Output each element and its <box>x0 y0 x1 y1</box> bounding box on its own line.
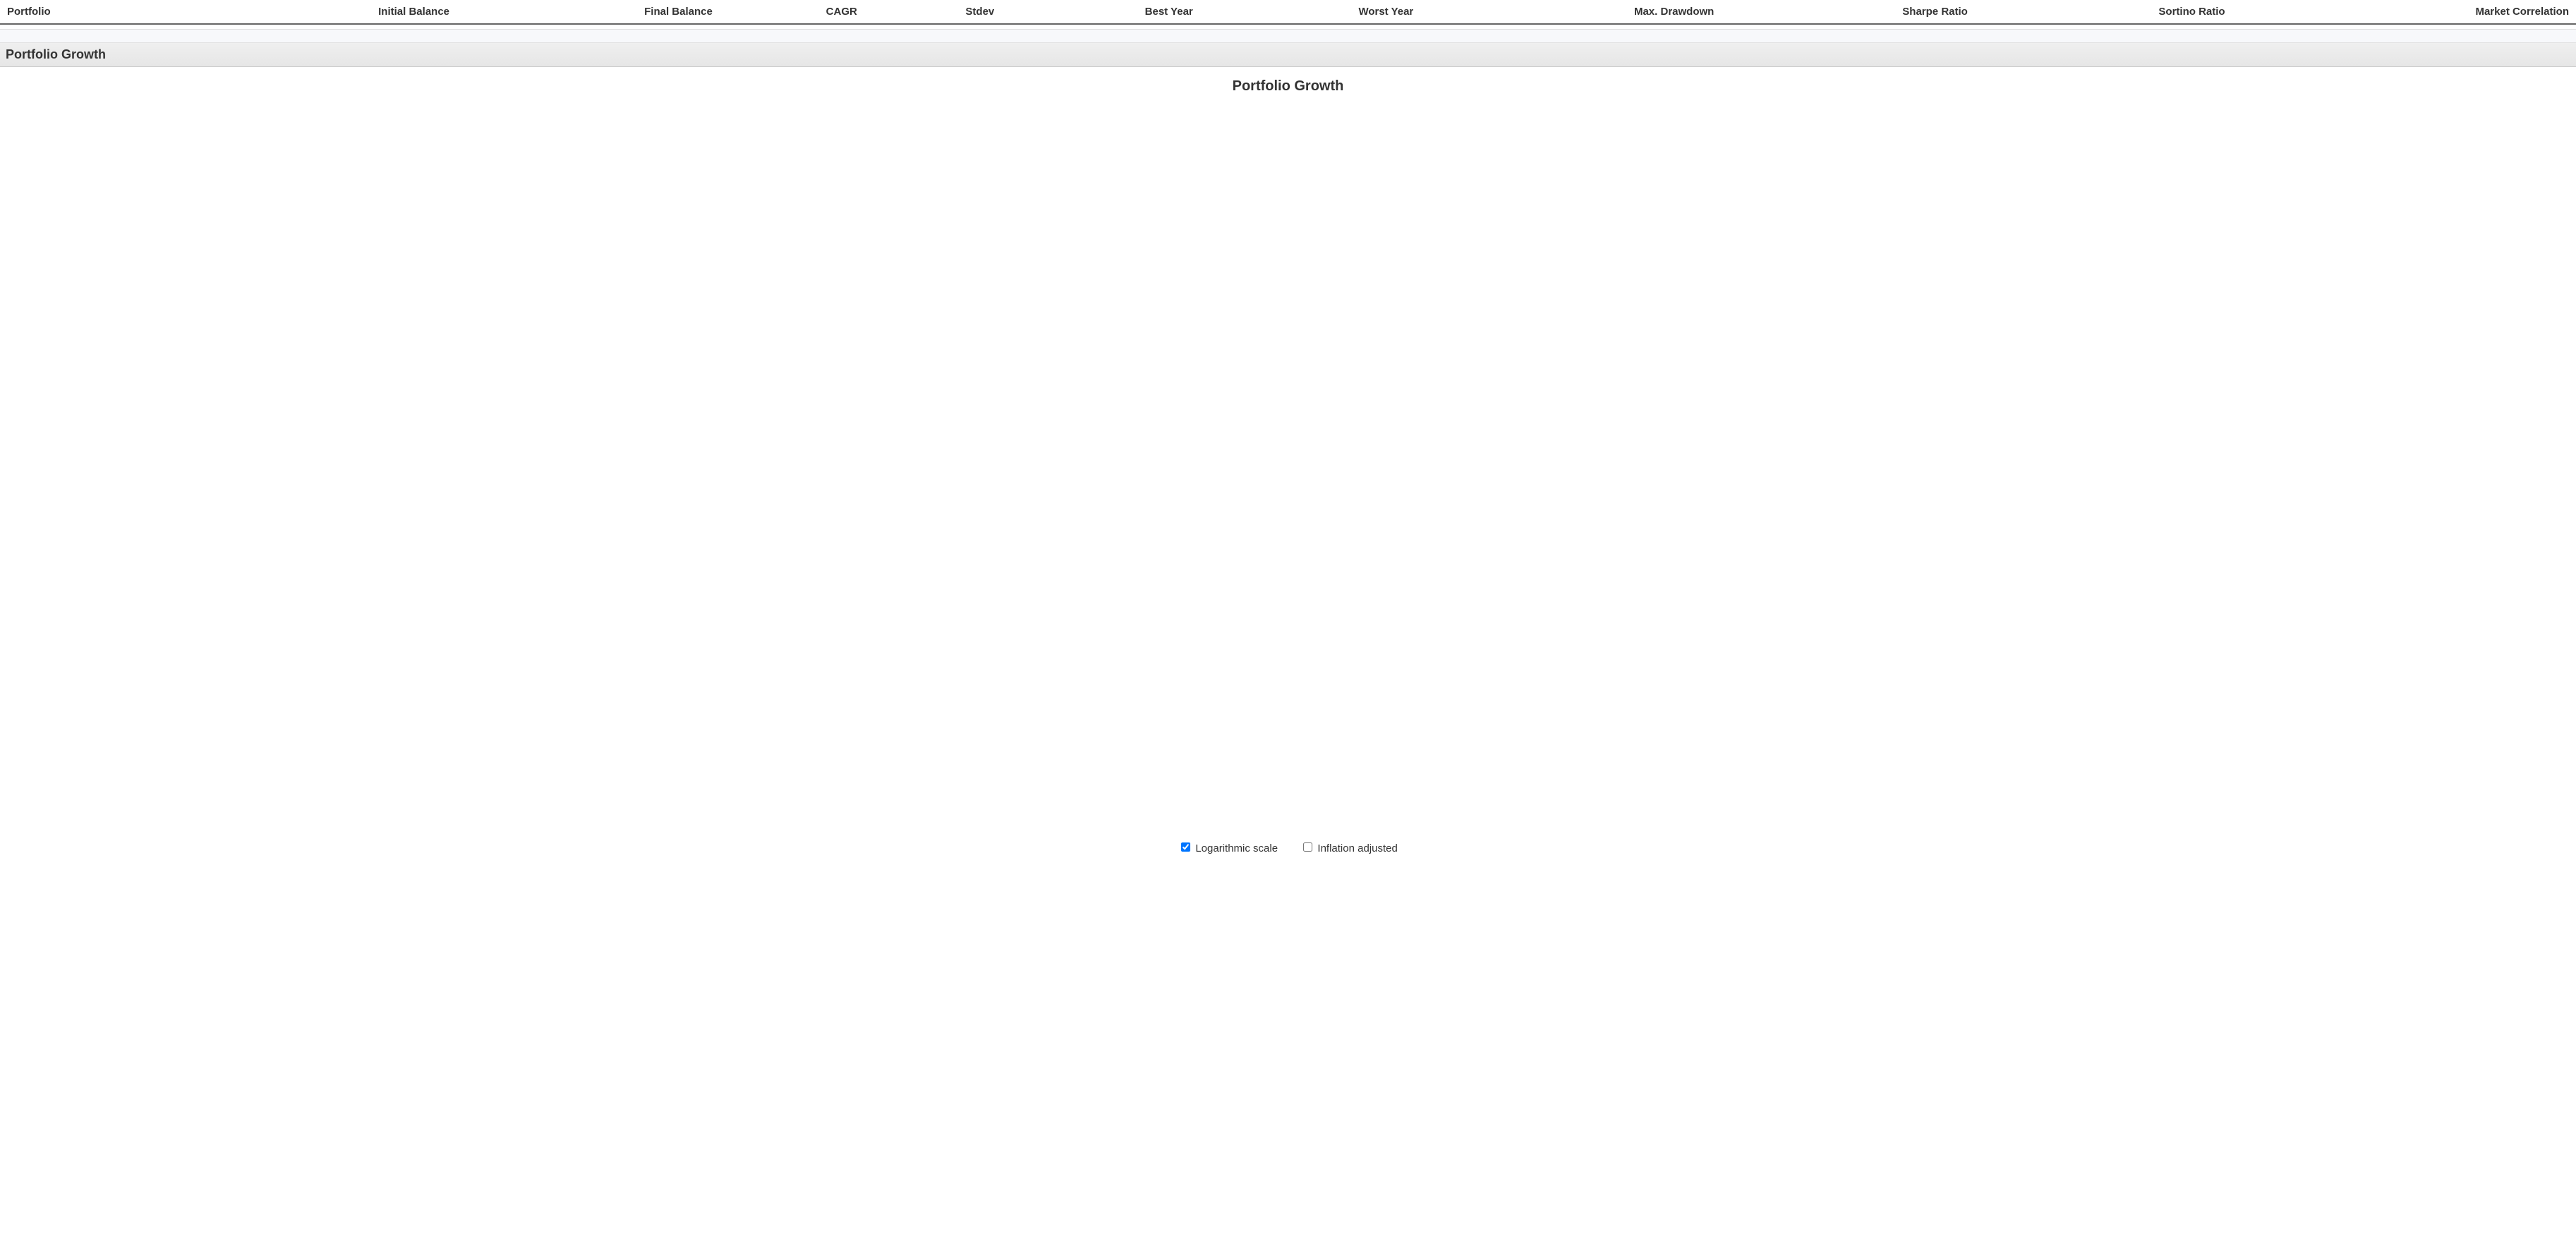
column-header[interactable]: Worst Year <box>1200 0 1421 24</box>
section-header-portfolio-growth: Portfolio Growth <box>0 43 2576 67</box>
inflation-adjusted-checkbox[interactable] <box>1303 842 1312 852</box>
portfolio-growth-chart <box>14 96 2562 833</box>
column-header[interactable]: Portfolio <box>0 0 184 24</box>
chart-title: Portfolio Growth <box>14 78 2562 95</box>
inflation-adjusted-toggle[interactable]: Inflation adjusted <box>1300 842 1398 854</box>
column-header[interactable]: Best Year <box>1001 0 1199 24</box>
chart-controls: Logarithmic scale Inflation adjusted <box>14 840 2562 854</box>
column-header[interactable]: Max. Drawdown <box>1420 0 1721 24</box>
column-header[interactable]: Stdev <box>864 0 1001 24</box>
column-header[interactable]: Market Correlation <box>2232 0 2576 24</box>
column-header[interactable]: Sortino Ratio <box>1975 0 2232 24</box>
log-scale-label: Logarithmic scale <box>1195 842 1278 854</box>
column-header[interactable]: Sharpe Ratio <box>1721 0 1975 24</box>
inflation-adjusted-label: Inflation adjusted <box>1317 842 1397 854</box>
column-header[interactable]: CAGR <box>720 0 864 24</box>
column-header[interactable]: Initial Balance <box>184 0 456 24</box>
column-header[interactable]: Final Balance <box>456 0 720 24</box>
portfolio-summary-table: PortfolioInitial BalanceFinal BalanceCAG… <box>0 0 2576 25</box>
section-spacer <box>0 29 2576 43</box>
log-scale-checkbox[interactable] <box>1181 842 1190 852</box>
log-scale-toggle[interactable]: Logarithmic scale <box>1178 842 1281 854</box>
